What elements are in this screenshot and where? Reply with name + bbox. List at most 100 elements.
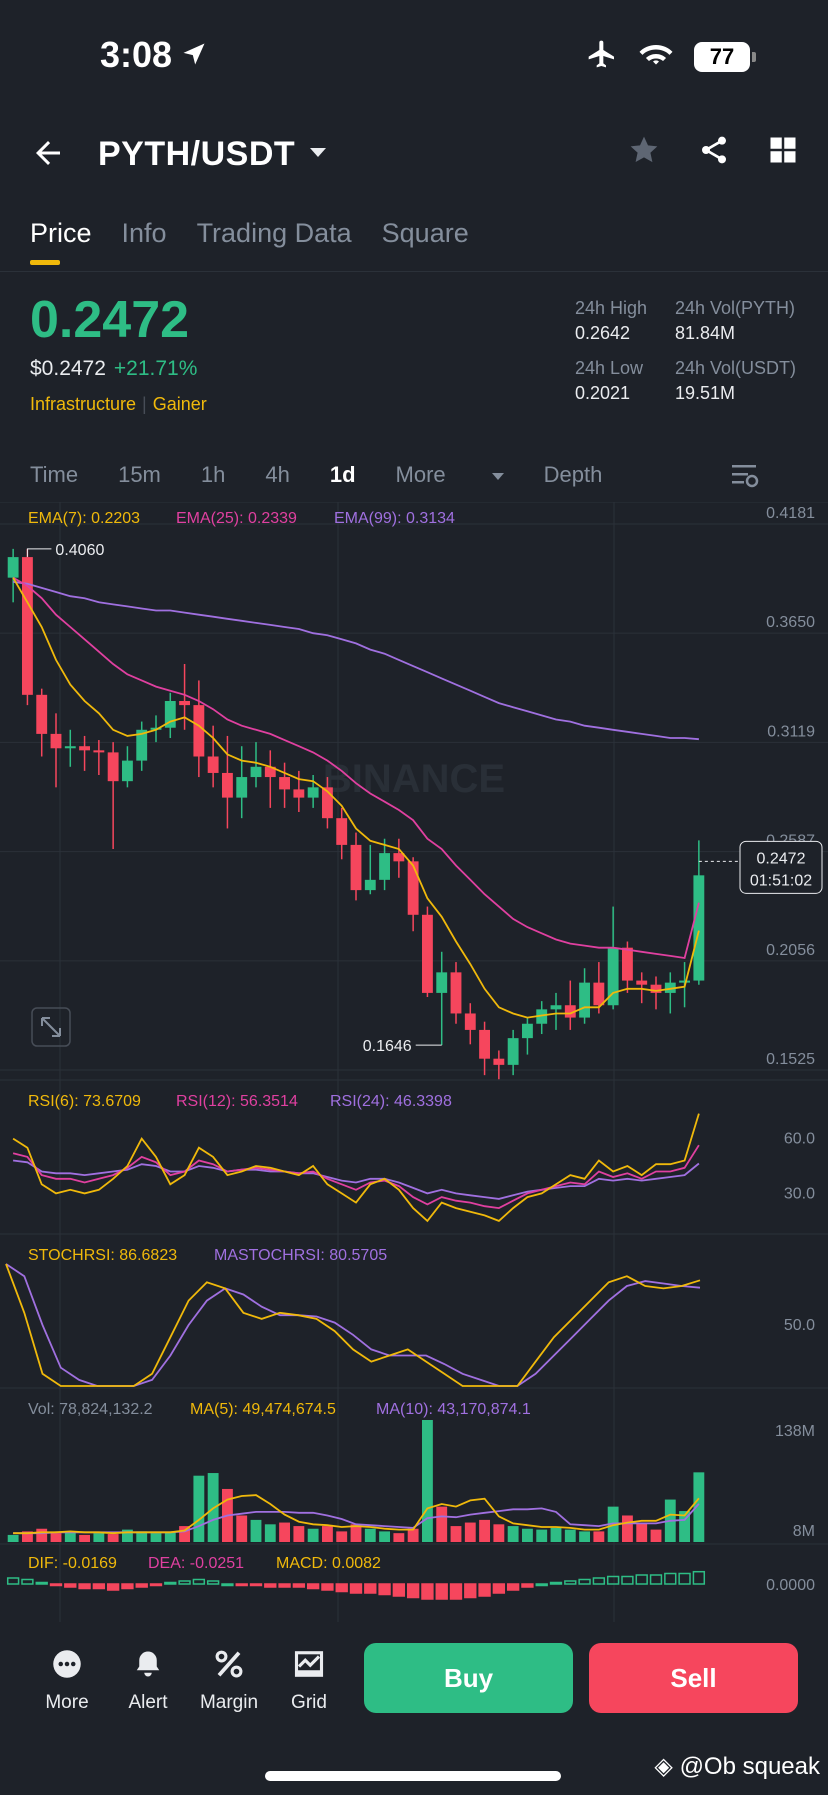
battery-level: 77	[709, 43, 735, 69]
interval-depth[interactable]: Depth	[543, 462, 603, 487]
interval-time[interactable]: Time	[30, 462, 79, 487]
volume-bar	[636, 1522, 648, 1542]
status-time: 3:08	[100, 34, 173, 75]
volume-bar	[79, 1534, 90, 1542]
macd-histogram-bar	[321, 1583, 334, 1591]
tab-info[interactable]: Info	[121, 218, 167, 248]
price-change: +21.71%	[113, 357, 198, 380]
candle-body	[22, 557, 33, 695]
ema99-line	[12, 580, 699, 741]
volume-bar	[279, 1522, 290, 1542]
volume-bar	[422, 1420, 433, 1542]
interval-15m[interactable]: 15m	[118, 462, 161, 487]
volume-bar	[550, 1527, 562, 1542]
volume-bar	[293, 1526, 305, 1542]
tag-infrastructure[interactable]: Infrastructure	[30, 394, 137, 414]
alert-button[interactable]: Alert	[108, 1644, 188, 1714]
tag-gainer[interactable]: Gainer	[152, 394, 207, 414]
macd-histogram-bar	[21, 1578, 34, 1585]
mastochrsi-line	[5, 1263, 701, 1387]
pair-dropdown-icon[interactable]	[310, 148, 326, 157]
more-button[interactable]: More	[27, 1644, 107, 1714]
volume-bar	[64, 1531, 76, 1542]
macd-histogram-bar	[649, 1574, 663, 1585]
low-value: 0.2021	[575, 383, 631, 403]
macd-histogram-bar	[278, 1583, 291, 1588]
candle-body	[407, 861, 419, 915]
macd-histogram-bar	[478, 1583, 491, 1597]
tab-square[interactable]: Square	[381, 218, 469, 248]
macd-histogram-bar	[592, 1577, 606, 1585]
candle-body	[236, 777, 248, 798]
buy-button[interactable]: Buy	[364, 1643, 573, 1713]
macd-histogram-bar	[206, 1580, 220, 1585]
back-arrow-icon[interactable]	[30, 135, 66, 176]
interval-more[interactable]: More	[396, 462, 504, 488]
candle-body	[379, 853, 390, 880]
high-value: 0.2642	[575, 323, 631, 343]
candle-body	[7, 557, 19, 578]
volume-bar	[407, 1528, 419, 1542]
rsi24-legend: RSI(24): 46.3398	[330, 1093, 452, 1110]
vol-axis-label: 8M	[793, 1523, 815, 1540]
share-icon[interactable]	[698, 134, 730, 171]
sell-button[interactable]: Sell	[589, 1643, 798, 1713]
candle-body	[564, 1005, 576, 1018]
ma10-legend: MA(10): 43,170,874.1	[376, 1401, 531, 1418]
vol-base-value: 81.84M	[675, 323, 736, 343]
dif-legend: DIF: -0.0169	[28, 1555, 117, 1572]
candle-body	[364, 879, 376, 891]
countdown-timer: 01:51:02	[750, 872, 812, 889]
price-chart[interactable]: 0.41810.36500.31190.25870.20560.1525BINA…	[0, 502, 828, 1622]
grid-button[interactable]: Grid	[269, 1644, 349, 1714]
macd-histogram-bar	[221, 1583, 234, 1587]
vol-quote-value: 19.51M	[675, 383, 736, 403]
grid-layout-icon[interactable]	[768, 135, 798, 170]
macd-histogram-bar	[335, 1583, 348, 1593]
interval-1d[interactable]: 1d	[329, 462, 356, 487]
macd-histogram-bar	[121, 1583, 134, 1590]
candle-body	[464, 1013, 476, 1030]
volume-bar	[250, 1519, 262, 1542]
chart-settings-icon[interactable]	[730, 462, 760, 494]
candle-body	[479, 1029, 490, 1059]
volume-bar	[693, 1472, 705, 1542]
macd-histogram-bar	[535, 1583, 548, 1587]
margin-button[interactable]: Margin	[189, 1644, 269, 1714]
macd-histogram-bar	[449, 1583, 463, 1600]
candle-body	[679, 980, 690, 983]
macd-histogram-bar	[378, 1583, 391, 1596]
candle-body	[107, 752, 119, 782]
stoch-axis-label: 50.0	[784, 1317, 815, 1334]
ma5-legend: MA(5): 49,474,674.5	[190, 1401, 336, 1418]
price-axis-label: 0.3119	[767, 723, 815, 740]
star-icon[interactable]	[628, 134, 660, 171]
pair-title[interactable]: PYTH/USDT	[98, 135, 296, 173]
tab-trading-data[interactable]: Trading Data	[196, 218, 352, 248]
candle-body	[279, 777, 290, 790]
candle-body	[393, 853, 405, 862]
candle-body	[36, 694, 48, 734]
high-marker-line	[26, 548, 52, 557]
status-indicators: 77	[586, 38, 756, 75]
macd-histogram-bar	[364, 1583, 377, 1594]
last-price-tag-value: 0.2472	[757, 850, 806, 867]
percent-icon	[189, 1644, 269, 1684]
interval-1h[interactable]: 1h	[200, 462, 226, 487]
tab-price[interactable]: Price	[30, 218, 92, 265]
rsi-axis-label: 30.0	[784, 1185, 815, 1202]
volume-bar	[379, 1531, 390, 1542]
macd-histogram-bar	[549, 1581, 563, 1585]
macd-histogram-bar	[678, 1572, 691, 1585]
ema7-line	[12, 577, 700, 1019]
rsi-axis-label: 60.0	[784, 1131, 815, 1148]
volume-bar	[650, 1529, 662, 1542]
rsi12-line	[12, 1144, 700, 1210]
price-axis-label: 0.2056	[766, 942, 815, 959]
volume-bar	[479, 1519, 490, 1542]
volume-bar	[464, 1522, 476, 1542]
candle-body	[693, 875, 705, 981]
home-indicator[interactable]	[265, 1771, 561, 1781]
interval-bar: Time 15m 1h 4h 1d More Depth	[30, 462, 800, 488]
interval-4h[interactable]: 4h	[265, 462, 290, 487]
